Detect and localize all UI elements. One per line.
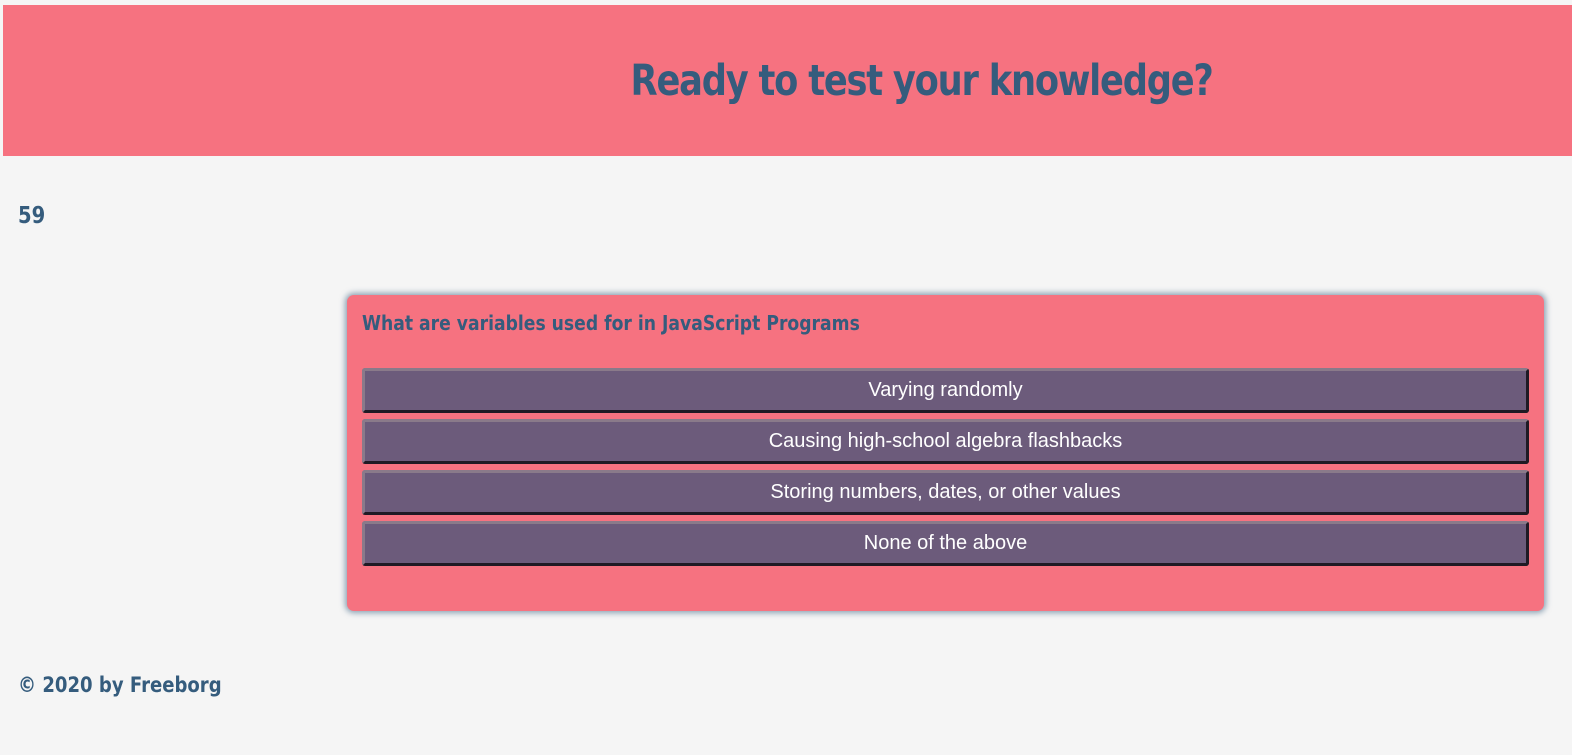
- answer-button-2[interactable]: Causing high-school algebra flashbacks: [362, 419, 1529, 464]
- page-header: Ready to test your knowledge?: [3, 5, 1572, 156]
- answer-list: Varying randomly Causing high-school alg…: [362, 368, 1529, 572]
- question-text: What are variables used for in JavaScrip…: [362, 311, 860, 335]
- countdown-timer: 59: [18, 203, 46, 229]
- answer-button-1[interactable]: Varying randomly: [362, 368, 1529, 413]
- quiz-card: What are variables used for in JavaScrip…: [347, 295, 1544, 611]
- page-title: Ready to test your knowledge?: [630, 55, 1213, 106]
- answer-button-4[interactable]: None of the above: [362, 521, 1529, 566]
- answer-button-3[interactable]: Storing numbers, dates, or other values: [362, 470, 1529, 515]
- footer-copyright: © 2020 by Freeborg: [18, 673, 222, 697]
